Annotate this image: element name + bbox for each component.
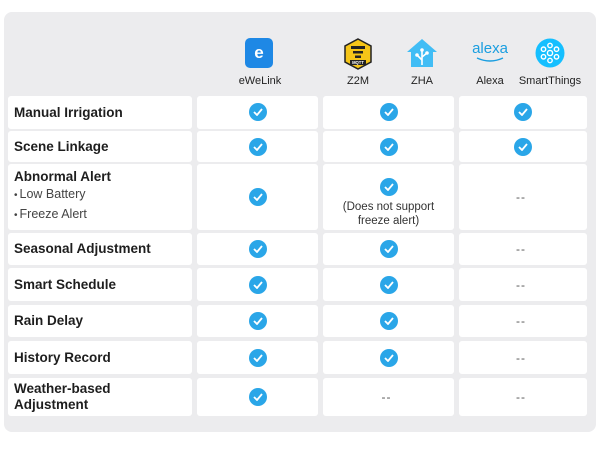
feature-cell: Rain Delay: [8, 305, 192, 337]
feature-cell: Manual Irrigation: [8, 96, 192, 129]
check-icon: [514, 102, 532, 121]
not-supported-dash: --: [516, 314, 526, 328]
feature-title: History Record: [14, 349, 111, 365]
z2m_zha-cell: (Does not support freeze alert): [323, 164, 454, 230]
platform-label: ZHA: [411, 75, 433, 87]
check-icon: [248, 348, 267, 367]
header-z2m: MQTT Z2M: [336, 38, 380, 88]
feature-title: Smart Schedule: [14, 276, 117, 292]
feature-title: Rain Delay: [14, 313, 84, 328]
svg-text:MQTT: MQTT: [352, 60, 364, 65]
feature-cell: History Record: [8, 341, 192, 374]
z2m_zha-cell: [323, 233, 454, 265]
check-icon: [514, 137, 532, 156]
header-smartthings: SmartThings: [514, 38, 586, 88]
platform-label: Alexa: [476, 75, 504, 87]
header-alexa: alexa Alexa: [466, 38, 514, 88]
not-supported-dash: --: [516, 390, 526, 404]
feature-title: Abnormal Alert: [14, 169, 112, 184]
support-note: (Does not support freeze alert): [342, 201, 435, 227]
z2m_zha-cell: [323, 341, 454, 374]
bullet-mark: •: [14, 210, 18, 221]
check-icon: [379, 137, 398, 156]
bullet-mark: •: [14, 190, 18, 201]
check-icon: [379, 178, 398, 196]
feature-cell: Weather-based Adjustment: [8, 378, 192, 416]
feature-title: Scene Linkage: [14, 138, 109, 154]
alexa_st-cell: --: [459, 378, 587, 416]
subitem-label: Low Battery: [19, 187, 86, 201]
check-icon: [248, 240, 267, 258]
header-ewelink: e eWeLink: [225, 38, 295, 88]
z2m-bee-logo-icon: MQTT: [344, 38, 372, 70]
feature-title: Manual Irrigation: [14, 104, 123, 120]
z2m_zha-cell: [323, 305, 454, 337]
not-supported-dash: --: [516, 242, 526, 256]
not-supported-dash: --: [516, 277, 526, 292]
ewelink-cell: [197, 131, 318, 162]
alexa_st-cell: --: [459, 233, 587, 265]
alexa_st-cell: --: [459, 341, 587, 374]
ewelink-cell: [197, 341, 318, 374]
alexa-logo-icon: alexa: [466, 40, 514, 63]
alexa_st-cell: [459, 131, 587, 162]
z2m_zha-cell: [323, 268, 454, 301]
check-icon: [379, 348, 398, 367]
alexa_st-cell: [459, 96, 587, 129]
check-icon: [248, 188, 267, 206]
alexa_st-cell: --: [459, 305, 587, 337]
z2m_zha-cell: --: [323, 378, 454, 416]
ewelink-cell: [197, 268, 318, 301]
feature-title: Seasonal Adjustment: [14, 241, 151, 256]
platform-label: SmartThings: [518, 75, 582, 87]
check-icon: [248, 137, 267, 156]
zha-home-logo-icon: [407, 39, 437, 67]
check-icon: [379, 102, 398, 121]
check-icon: [379, 275, 398, 294]
not-supported-dash: --: [516, 190, 526, 204]
platform-label: eWeLink: [238, 75, 282, 87]
not-supported-dash: --: [516, 350, 526, 365]
feature-cell: Seasonal Adjustment: [8, 233, 192, 265]
z2m_zha-cell: [323, 131, 454, 162]
z2m_zha-cell: [323, 96, 454, 129]
check-icon: [248, 388, 267, 406]
ewelink-cell: [197, 233, 318, 265]
smartthings-logo-icon: [535, 38, 565, 68]
feature-cell: Smart Schedule: [8, 268, 192, 301]
feature-subitem: • Low Battery: [14, 185, 192, 205]
ewelink-cell: [197, 305, 318, 337]
check-icon: [379, 312, 398, 330]
check-icon: [248, 102, 267, 121]
check-icon: [379, 240, 398, 258]
header-zha: ZHA: [400, 38, 444, 88]
not-supported-dash: --: [381, 390, 392, 404]
platform-label: Z2M: [347, 75, 369, 87]
feature-cell: Scene Linkage: [8, 131, 192, 162]
feature-cell: Abnormal Alert • Low Battery • Freeze Alert: [8, 164, 192, 230]
alexa_st-cell: --: [459, 164, 587, 230]
feature-subitem: • Freeze Alert: [14, 205, 192, 225]
alexa_st-cell: --: [459, 268, 587, 301]
subitem-label: Freeze Alert: [19, 207, 87, 221]
feature-title: Weather-based Adjustment: [14, 381, 111, 412]
ewelink-cell: [197, 378, 318, 416]
ewelink-logo-icon: e: [245, 38, 273, 68]
check-icon: [248, 275, 267, 294]
ewelink-cell: [197, 96, 318, 129]
check-icon: [248, 312, 267, 330]
ewelink-cell: [197, 164, 318, 230]
